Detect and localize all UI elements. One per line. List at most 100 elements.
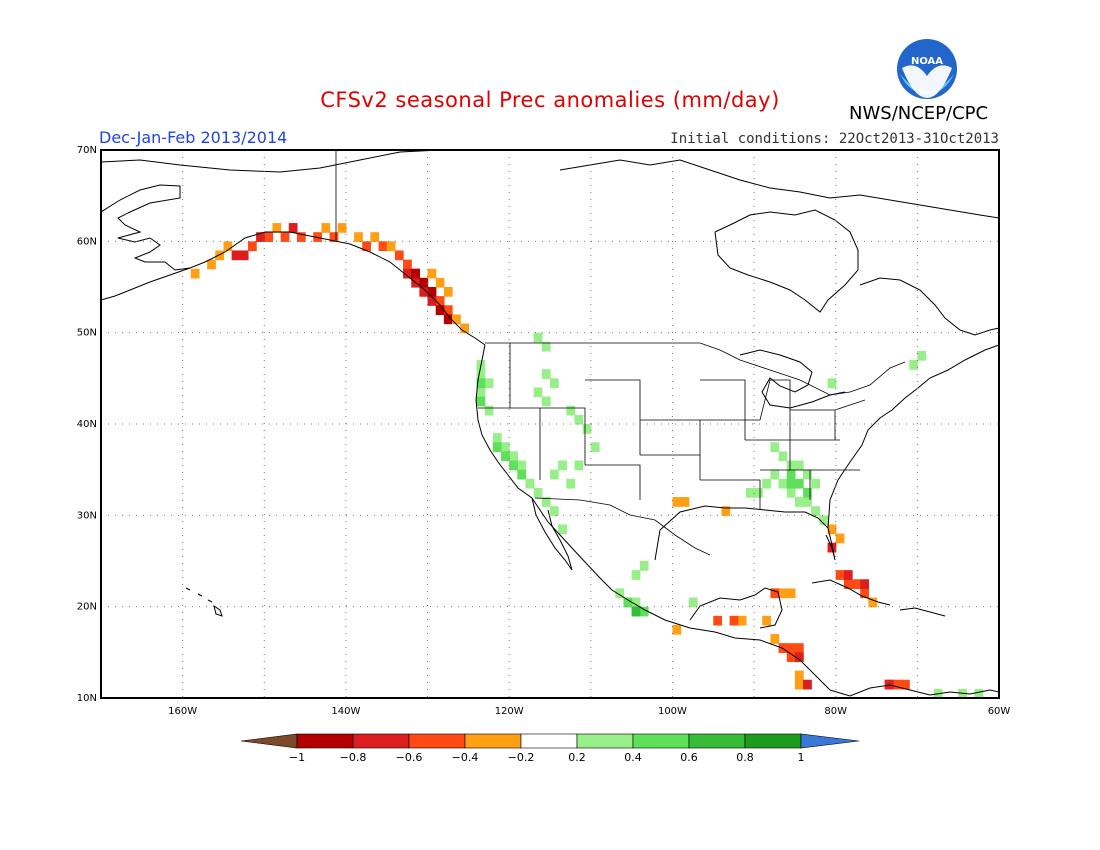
anomaly-cell-venezuela-wet [958,688,967,698]
anomaly-cell-pacific-northwest-wet [541,341,551,352]
anomaly-cell-southeast-alaska-strong [411,268,420,279]
anomaly-cell-pacific-northwest-wet [550,469,559,480]
anomaly-cell-southeast-alaska-strong [419,277,429,288]
anomaly-cell-pacific-northwest-wet [558,460,567,471]
anomaly-cell-alaska-coast-weak [460,323,469,334]
anomaly-cell-alaska-coast-weak [435,277,445,288]
anomaly-cell-pacific-northwest-wet [590,442,600,452]
longitude-labels: 160W 140W 120W 100W 80W 60W [168,706,1010,717]
anomaly-cell-pacific-northwest-wet [541,396,551,407]
lat-label: 70N [77,145,97,156]
colorbar-label: −0.4 [452,751,479,764]
anomaly-cell-gulf-of-alaska-coast [247,241,257,252]
anomaly-cell-mexico-south-dry [770,634,780,644]
anomaly-cell-southeast-alaska-strong [427,287,437,297]
coastline-hawaii [185,587,223,617]
coastline-cuba [811,579,891,606]
coastline-aleutians [101,267,191,301]
anomaly-cell-gulf-of-alaska-coast [329,232,339,242]
anomaly-cell-mexico-wet [688,597,698,608]
anomaly-cell-alaska-coast-weak [354,232,363,242]
anomaly-cell-pacific-northwest-wet [517,469,527,480]
anomaly-cell-mexico-south-dry [786,588,796,599]
anomaly-cell-pacific-northwest-wet [574,414,584,425]
colorbar-label: 0.8 [736,751,754,764]
lon-label: 100W [658,706,687,717]
anomaly-cell-alaska-peninsula-dry [427,296,437,306]
anomaly-cell-gulf-of-alaska-coast [280,232,290,242]
anomaly-cell-southeast-us-wet-strong [786,478,796,489]
anomaly-cell-southeast-us-wet [827,378,837,389]
anomaly-cell-mexico-wet-strong [623,597,633,608]
lon-label: 140W [331,706,360,717]
anomaly-cell-venezuela-dry [884,679,894,690]
anomaly-cell-pacific-northwest-wet [582,424,592,434]
anomaly-cell-southeast-us-wet [811,478,820,489]
anomaly-cell-central-america-dry [786,652,796,663]
anomaly-cell-pacific-northwest-wet [525,478,535,489]
anomaly-cell-pacific-northwest-wet [484,378,494,389]
anomaly-cell-southeast-us-wet [909,360,918,370]
anomaly-cell-pacific-northwest-wet [558,524,567,535]
colorbar-label: −0.2 [508,751,535,764]
lat-label: 20N [77,602,97,613]
anomaly-cell-venezuela-wet [933,688,943,698]
anomaly-cell-southeast-us-wet [794,460,804,471]
anomaly-cell-pacific-northwest-wet [501,442,510,452]
colorbar-segment [632,733,690,749]
anomaly-cell-venezuela-dry-strong [884,679,894,690]
anomaly-cell-alaska-coast-weak [386,241,396,252]
anomaly-cell-pacific-northwest-wet [550,378,559,389]
anomaly-cell-south-plains-dry [721,506,731,516]
colorbar-high-arrow [800,733,860,749]
coastline-hudson-bay [714,209,859,313]
anomaly-cell-alaska-peninsula-dry [403,268,412,279]
lat-label: 50N [77,328,97,339]
anomaly-cell-pacific-northwest-wet [484,405,494,416]
colorbar-label: 0.2 [568,751,586,764]
anomaly-cell-gulf-of-alaska-coast [435,296,445,306]
anomaly-cell-pacific-northwest-wet [550,506,559,516]
anomaly-cell-mexico-wet [615,588,625,599]
anomaly-cell-gulf-of-alaska-coast [296,232,306,242]
anomaly-cell-central-america-dry [786,643,796,653]
agency-label: NWS/NCEP/CPC [849,103,989,124]
anomaly-cell-gulf-of-alaska-coast [403,259,412,270]
anomaly-cell-alaska-coast-weak [370,232,380,242]
anomaly-cell-southeast-us-wet [745,487,755,498]
border-states [478,343,866,510]
anomaly-cell-alaska-coast-weak [223,241,233,252]
anomaly-cell-mexico-wet [631,597,641,608]
anomaly-cell-mexico-wet [631,570,641,580]
anomaly-cell-southeast-us-wet [917,350,927,361]
anomaly-cell-venezuela-wet [974,688,984,698]
anomaly-cell-mexico-wet-strong [639,606,649,617]
coastline-yucatan [689,587,783,629]
anomaly-cell-cuba-dry [843,579,853,589]
lon-label: 160W [168,706,197,717]
anomaly-cell-southeast-us-wet [786,460,796,471]
anomaly-cell-alaska-peninsula-dry [231,250,241,261]
anomaly-cell-california-wet [476,396,486,407]
anomaly-cell-southeast-us-wet-strong [794,478,804,489]
border-us-mexico [534,497,711,556]
map-frame [100,149,1000,699]
colorbar-label: 0.6 [680,751,698,764]
anomaly-cell-southeast-us-wet [827,524,837,535]
logo-text: NOAA [911,56,943,67]
coastline-arctic-islands [559,159,999,219]
anomaly-cell-southeast-us-wet [770,442,780,452]
anomaly-cell-cuba-dry [835,570,845,580]
anomaly-cell-mexico-south-dry [672,624,682,635]
initial-conditions: Initial conditions: 22Oct2013-31Oct2013 [670,131,999,147]
anomaly-cell-gulf-of-alaska-coast [264,232,274,242]
coastline-arctic [101,150,441,173]
anomaly-cell-alaska-coast-weak [443,287,453,297]
anomaly-cell-cuba-dry [860,588,869,599]
colorbar-segment [688,733,746,749]
anomaly-cell-central-america-dry-strong [803,679,812,690]
lon-label: 80W [824,706,847,717]
anomaly-cell-mexico-south-dry [794,679,804,690]
lat-label: 40N [77,419,97,430]
lon-label: 60W [988,706,1011,717]
